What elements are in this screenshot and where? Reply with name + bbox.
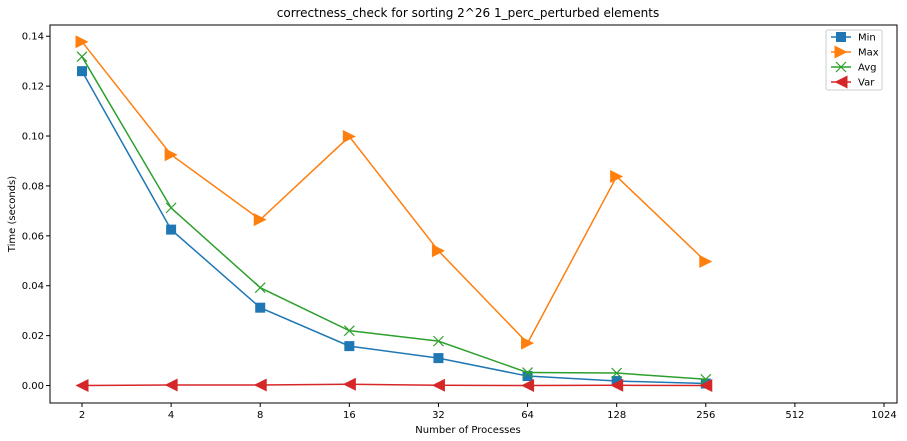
data-point <box>610 169 624 183</box>
legend-label: Min <box>858 33 876 44</box>
data-point <box>253 213 267 227</box>
legend-item-min: Min <box>831 32 876 44</box>
x-axis-label: Number of Processes <box>415 425 520 436</box>
x-tick-label: 256 <box>696 410 715 421</box>
x-tick-label: 32 <box>432 410 445 421</box>
legend-box <box>825 29 883 91</box>
legend-label: Max <box>858 48 879 59</box>
x-tick-label: 1024 <box>871 410 896 421</box>
x-tick-label: 4 <box>168 410 174 421</box>
series-var <box>75 377 713 393</box>
y-axis-label: Time (seconds) <box>7 176 18 253</box>
data-point <box>254 282 266 294</box>
legend-label: Avg <box>858 63 877 74</box>
data-point <box>522 371 533 382</box>
x-axis: 2 4 8 16 32 64 128 256 512 1024 <box>79 403 897 421</box>
data-point <box>610 378 624 392</box>
x-tick-label: 2 <box>79 410 85 421</box>
data-point <box>344 341 355 352</box>
data-point <box>76 51 88 63</box>
data-point <box>255 302 266 313</box>
plot-area <box>49 24 898 404</box>
data-point <box>433 335 444 347</box>
y-axis: 0.00 0.02 0.04 0.06 0.08 0.10 0.12 0.14 <box>22 32 50 392</box>
series-line <box>81 41 707 345</box>
y-tick-label: 0.12 <box>22 82 44 93</box>
data-point <box>611 367 623 379</box>
data-point <box>521 336 535 350</box>
legend-item-var: Var <box>831 75 875 89</box>
data-point <box>699 255 713 269</box>
series-line <box>81 56 706 381</box>
data-point <box>521 379 535 393</box>
data-point <box>342 377 356 391</box>
data-point <box>166 224 177 235</box>
data-point <box>522 367 533 378</box>
data-point <box>75 35 89 49</box>
data-point <box>342 130 356 144</box>
data-point <box>75 379 89 393</box>
data-point <box>164 378 178 392</box>
legend-label: Var <box>858 78 875 89</box>
series-line <box>81 70 706 385</box>
data-point <box>253 378 267 392</box>
data-point <box>77 66 87 77</box>
data-point <box>165 202 177 214</box>
legend-item-avg: Avg <box>831 61 877 74</box>
series-avg <box>76 51 712 385</box>
data-point <box>431 244 445 258</box>
series-max <box>75 35 713 350</box>
data-point <box>433 353 444 364</box>
series-min <box>77 66 711 389</box>
x-tick-label: 8 <box>257 410 263 421</box>
data-point <box>834 75 848 89</box>
data-point <box>835 61 847 73</box>
legend: Min Max Avg Var <box>825 29 883 91</box>
chart-title: correctness_check for sorting 2^26 1_per… <box>277 6 659 20</box>
y-tick-label: 0.04 <box>22 281 44 292</box>
legend-item-max: Max <box>831 45 879 59</box>
y-tick-label: 0.06 <box>22 231 44 242</box>
data-point <box>836 32 846 42</box>
y-tick-label: 0.00 <box>22 381 44 392</box>
data-point <box>834 45 848 59</box>
data-point <box>611 376 622 387</box>
data-point <box>431 378 445 392</box>
y-tick-label: 0.02 <box>22 331 44 342</box>
y-tick-label: 0.14 <box>22 32 44 43</box>
data-point <box>343 325 355 337</box>
data-point <box>164 148 178 162</box>
x-tick-label: 64 <box>521 410 534 421</box>
x-tick-label: 16 <box>343 410 356 421</box>
data-point <box>699 379 713 393</box>
series-line <box>81 383 706 387</box>
y-tick-label: 0.10 <box>22 132 44 143</box>
series-layer <box>75 35 713 393</box>
x-tick-label: 128 <box>607 410 626 421</box>
y-tick-label: 0.08 <box>22 181 44 192</box>
x-tick-label: 512 <box>785 410 804 421</box>
